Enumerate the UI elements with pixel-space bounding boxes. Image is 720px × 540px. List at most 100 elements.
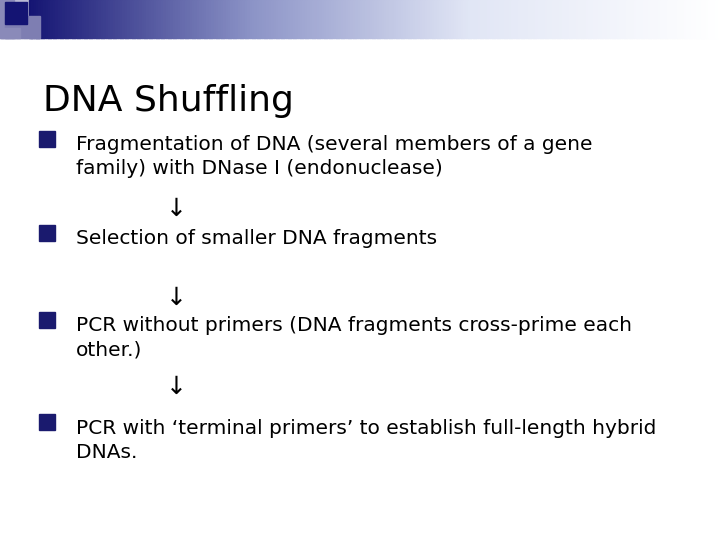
Bar (698, 0, 701, 38)
Bar (653, 0, 656, 38)
Bar (65, 0, 68, 38)
Bar (238, 0, 240, 38)
Bar (581, 0, 584, 38)
Bar (670, 0, 672, 38)
Bar (29, 0, 32, 38)
Bar (528, 0, 531, 38)
Bar (552, 0, 555, 38)
Bar (571, 0, 575, 38)
Bar (564, 0, 567, 38)
Bar (115, 0, 118, 38)
Bar (218, 0, 222, 38)
Bar (475, 0, 478, 38)
Bar (204, 0, 207, 38)
Bar (711, 0, 714, 38)
Bar (0, 28, 20, 38)
Bar (7, 0, 10, 38)
Bar (547, 0, 550, 38)
Bar (142, 0, 145, 38)
Bar (120, 0, 123, 38)
Bar (578, 0, 582, 38)
Bar (492, 0, 495, 38)
Bar (567, 0, 570, 38)
Bar (693, 0, 697, 38)
Bar (166, 0, 168, 38)
Bar (197, 0, 200, 38)
Bar (595, 0, 598, 38)
Bar (614, 0, 618, 38)
Bar (5, 2, 27, 24)
Bar (189, 0, 193, 38)
Bar (305, 0, 308, 38)
Bar (156, 0, 159, 38)
Bar (225, 0, 229, 38)
Bar (684, 0, 687, 38)
Bar (521, 0, 524, 38)
Bar (180, 0, 183, 38)
Bar (127, 0, 130, 38)
Bar (365, 0, 368, 38)
Bar (449, 0, 452, 38)
Bar (283, 0, 287, 38)
Bar (139, 0, 143, 38)
Bar (495, 0, 498, 38)
Bar (5, 16, 40, 38)
Bar (48, 0, 51, 38)
Bar (31, 0, 35, 38)
Bar (667, 0, 670, 38)
Bar (336, 0, 339, 38)
Bar (374, 0, 377, 38)
Bar (444, 0, 447, 38)
Bar (504, 0, 507, 38)
Bar (96, 0, 99, 38)
Bar (706, 0, 708, 38)
Bar (619, 0, 622, 38)
Bar (682, 0, 685, 38)
Bar (631, 0, 634, 38)
Bar (240, 0, 243, 38)
Bar (175, 0, 179, 38)
Bar (24, 0, 27, 38)
Bar (199, 0, 202, 38)
Bar (405, 0, 409, 38)
Bar (480, 0, 483, 38)
Bar (132, 0, 135, 38)
Bar (223, 0, 226, 38)
Bar (300, 0, 303, 38)
Bar (290, 0, 294, 38)
Bar (672, 0, 675, 38)
Bar (286, 0, 289, 38)
Bar (538, 0, 541, 38)
Bar (125, 0, 128, 38)
Bar (89, 0, 92, 38)
Bar (307, 0, 310, 38)
Bar (425, 0, 428, 38)
Bar (137, 0, 140, 38)
Bar (701, 0, 704, 38)
Bar (113, 0, 116, 38)
Bar (557, 0, 560, 38)
Bar (533, 0, 536, 38)
Bar (497, 0, 500, 38)
Bar (338, 0, 341, 38)
Bar (297, 0, 301, 38)
Bar (86, 0, 89, 38)
Bar (588, 0, 591, 38)
Bar (326, 0, 330, 38)
Bar (646, 0, 649, 38)
Bar (333, 0, 337, 38)
Bar (394, 0, 397, 38)
Bar (185, 0, 188, 38)
Bar (387, 0, 390, 38)
Text: PCR with ‘terminal primers’ to establish full-length hybrid
DNAs.: PCR with ‘terminal primers’ to establish… (76, 418, 656, 462)
Bar (36, 0, 39, 38)
Bar (554, 0, 557, 38)
Bar (463, 0, 467, 38)
Bar (598, 0, 600, 38)
Bar (14, 0, 17, 38)
Bar (542, 0, 546, 38)
Bar (41, 0, 44, 38)
Bar (490, 0, 492, 38)
Bar (466, 0, 469, 38)
Bar (377, 0, 380, 38)
